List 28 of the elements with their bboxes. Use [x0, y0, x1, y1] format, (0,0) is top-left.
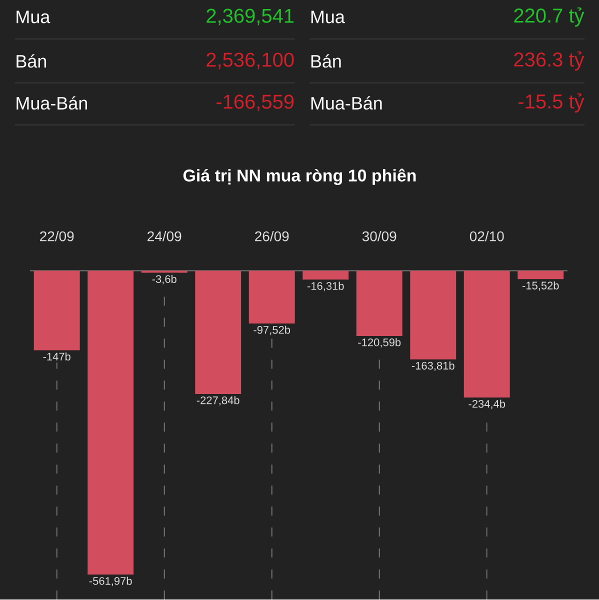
- data-label: -227,84b: [196, 396, 240, 406]
- text: 220.7 tỷ: [514, 7, 584, 27]
- text: 236.3 tỷ: [514, 51, 584, 71]
- data-label: -234,4b: [468, 400, 505, 410]
- data-label: -16,31b: [307, 282, 344, 292]
- data-label: -163,81b: [412, 362, 454, 371]
- data-label: -97,52b: [253, 326, 290, 336]
- x-tick-label: 22/09: [40, 230, 74, 242]
- data-label: -120,59b: [358, 338, 400, 348]
- x-tick-label: 30/09: [362, 230, 396, 242]
- data-label: -15,52b: [522, 281, 559, 291]
- data-label: -3,6b: [152, 274, 176, 284]
- text: -15.5 tỷ: [518, 93, 584, 113]
- data-label: -147b: [43, 352, 70, 361]
- text: -166,559: [216, 94, 294, 112]
- x-tick-label: 02/10: [470, 230, 504, 242]
- text: Bán: [16, 54, 46, 68]
- text: Mua: [311, 10, 345, 24]
- text: 2,536,100: [206, 52, 294, 70]
- text: Mua-Bán: [16, 96, 87, 110]
- text: Mua: [16, 10, 50, 24]
- data-label: -561,97b: [89, 576, 132, 586]
- text: 2,369,541: [206, 8, 294, 26]
- chart-title: Giá trị NN mua ròng 10 phiên: [183, 168, 416, 186]
- text: Mua-Bán: [311, 96, 382, 110]
- text: Bán: [311, 54, 341, 68]
- x-tick-label: 24/09: [147, 230, 181, 242]
- x-tick-label: 26/09: [254, 230, 288, 242]
